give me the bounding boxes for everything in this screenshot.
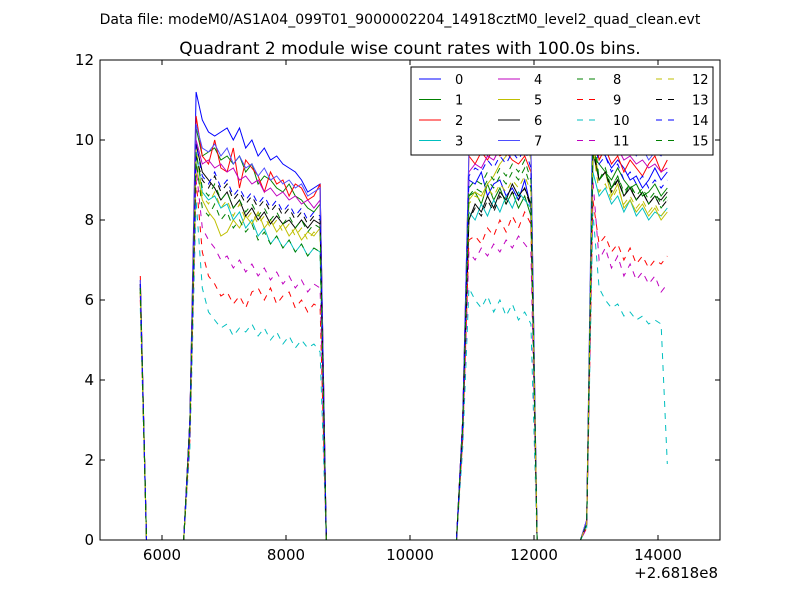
x-tick-label: 6000 <box>143 546 181 564</box>
y-tick-label: 2 <box>84 451 94 469</box>
legend-label-9: 9 <box>613 94 621 109</box>
legend-label-0: 0 <box>455 73 463 88</box>
y-tick-label: 10 <box>75 131 94 149</box>
x-tick-label: 8000 <box>267 546 305 564</box>
chart-title: Quadrant 2 module wise count rates with … <box>179 39 640 59</box>
x-tick-label: 10000 <box>386 546 434 564</box>
legend-label-5: 5 <box>534 94 542 109</box>
legend-label-2: 2 <box>455 114 463 129</box>
legend-label-14: 14 <box>692 114 709 129</box>
legend-label-11: 11 <box>613 135 630 150</box>
x-tick-label: 14000 <box>634 546 682 564</box>
x-offset-label: +2.6818e8 <box>634 564 718 582</box>
legend-label-12: 12 <box>692 73 709 88</box>
legend-label-3: 3 <box>455 135 463 150</box>
legend-label-13: 13 <box>692 94 709 109</box>
x-tick-label: 12000 <box>510 546 558 564</box>
legend-label-7: 7 <box>534 135 542 150</box>
legend-label-4: 4 <box>534 73 542 88</box>
legend-label-10: 10 <box>613 114 630 129</box>
figure-suptitle: Data file: modeM0/AS1A04_099T01_90000022… <box>100 12 701 28</box>
y-tick-label: 4 <box>84 371 94 389</box>
y-tick-label: 6 <box>84 291 94 309</box>
legend-label-8: 8 <box>613 73 621 88</box>
legend-label-1: 1 <box>455 94 463 109</box>
legend-box <box>410 66 714 156</box>
y-tick-label: 0 <box>84 531 94 549</box>
legend-label-15: 15 <box>692 135 709 150</box>
legend-label-6: 6 <box>534 114 542 129</box>
y-tick-label: 12 <box>75 51 94 69</box>
y-tick-label: 8 <box>84 211 94 229</box>
